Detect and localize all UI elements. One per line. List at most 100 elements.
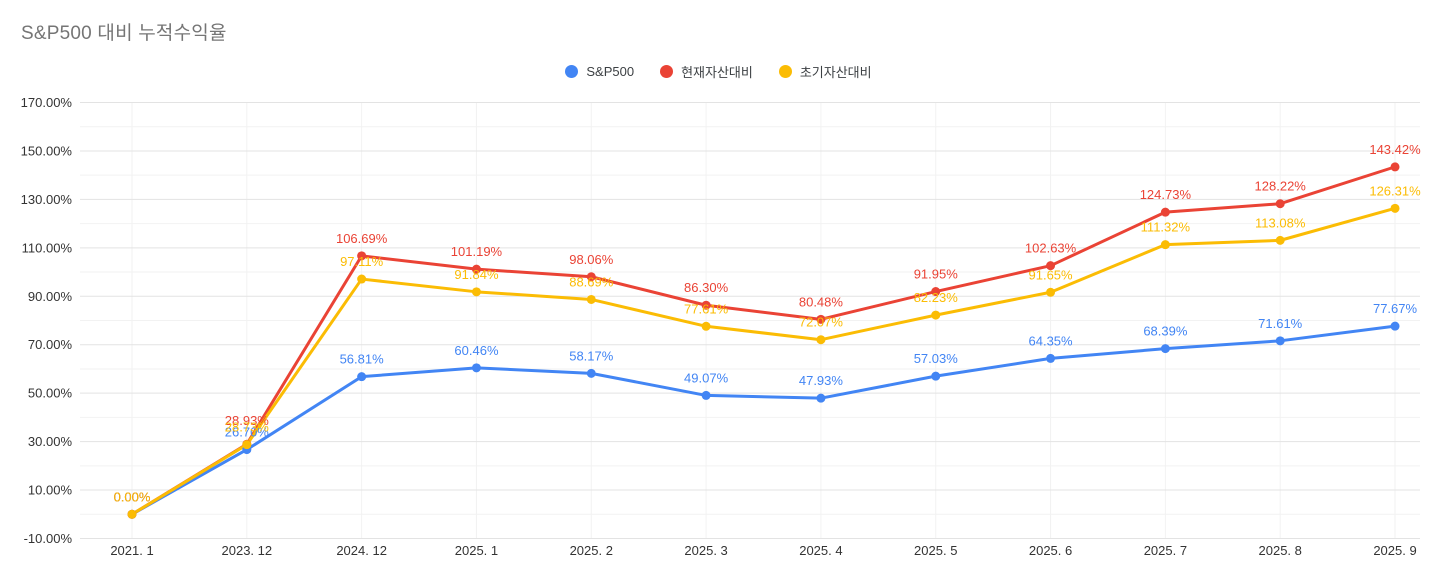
- data-point[interactable]: [701, 300, 711, 310]
- data-point[interactable]: [357, 251, 367, 261]
- data-point-label: 77.67%: [1373, 301, 1418, 316]
- data-point-label: 91.65%: [1029, 267, 1074, 282]
- legend-label-current-assets: 현재자산대비: [681, 65, 753, 80]
- x-axis-tick-label: 2025. 7: [1144, 543, 1187, 558]
- data-point[interactable]: [931, 371, 941, 381]
- data-point[interactable]: [816, 393, 826, 403]
- data-point-label: 98.06%: [569, 252, 614, 267]
- data-point-label: 82.23%: [914, 290, 959, 305]
- data-point[interactable]: [1046, 261, 1056, 271]
- legend-label-initial-assets: 초기자산대비: [799, 65, 872, 80]
- legend-item-current-assets[interactable]: 현재자산대비: [660, 62, 753, 81]
- data-point-label: 56.81%: [340, 352, 385, 367]
- data-point-label: 77.61%: [684, 301, 729, 316]
- legend-label-sp500: S&P500: [586, 64, 635, 79]
- data-point[interactable]: [357, 274, 367, 284]
- data-point[interactable]: [1160, 344, 1170, 354]
- legend-dot-icon: [660, 65, 674, 78]
- data-point-label: 124.73%: [1140, 187, 1192, 202]
- x-axis-tick-label: 2023. 12: [222, 543, 273, 558]
- data-point[interactable]: [1275, 199, 1285, 209]
- y-axis-tick-label: 10.00%: [28, 483, 73, 498]
- y-axis-tick-label: 110.00%: [22, 240, 73, 255]
- data-point-label: 28.93%: [225, 413, 270, 428]
- data-point-label: 97.11%: [340, 254, 384, 269]
- legend-item-sp500[interactable]: S&P500: [565, 64, 634, 79]
- x-axis-tick-label: 2025. 2: [570, 543, 613, 558]
- data-point[interactable]: [1390, 321, 1400, 331]
- data-point-label: 0.00%: [114, 489, 151, 504]
- data-point[interactable]: [1275, 235, 1285, 245]
- data-point-label: 128.22%: [1255, 179, 1307, 194]
- y-axis-tick-label: 130.00%: [21, 192, 73, 207]
- data-point[interactable]: [1390, 162, 1400, 172]
- data-point[interactable]: [931, 310, 941, 320]
- data-point[interactable]: [931, 287, 941, 297]
- y-axis-tick-label: 30.00%: [28, 434, 73, 449]
- data-point-label: 126.31%: [1369, 183, 1421, 198]
- x-axis-tick-label: 2025. 1: [455, 543, 498, 558]
- data-point-label: 60.46%: [454, 343, 499, 358]
- data-point-label: 57.03%: [914, 351, 959, 366]
- y-axis-tick-label: 50.00%: [28, 386, 73, 401]
- x-axis-tick-label: 2025. 9: [1373, 543, 1416, 558]
- data-point-label: 88.69%: [569, 274, 614, 289]
- data-point[interactable]: [1046, 287, 1056, 297]
- data-point[interactable]: [357, 372, 367, 382]
- y-axis-tick-label: 90.00%: [28, 289, 73, 304]
- data-point[interactable]: [1160, 240, 1170, 250]
- data-point[interactable]: [586, 294, 596, 304]
- data-point[interactable]: [471, 287, 481, 297]
- data-point[interactable]: [127, 509, 137, 519]
- y-axis-tick-label: -10.00%: [24, 531, 73, 546]
- data-point-label: 49.07%: [684, 370, 729, 385]
- data-point[interactable]: [586, 368, 596, 378]
- data-point-label: 101.19%: [451, 244, 503, 259]
- data-point[interactable]: [816, 335, 826, 345]
- data-point-label: 58.17%: [569, 348, 614, 363]
- data-point-label: 0.00%: [114, 489, 151, 504]
- series-line: [130, 324, 1397, 516]
- data-point-label: 91.95%: [914, 267, 959, 282]
- data-point-label: 91.84%: [454, 267, 499, 282]
- series-line: [130, 206, 1397, 516]
- data-point[interactable]: [1046, 353, 1056, 363]
- x-axis-tick-label: 2025. 8: [1259, 543, 1302, 558]
- data-point-label: 26.70%: [225, 425, 270, 440]
- data-point-label: 68.39%: [1143, 324, 1188, 339]
- data-point-label: 47.93%: [799, 373, 844, 388]
- data-point[interactable]: [701, 321, 711, 331]
- x-axis-tick-label: 2021. 1: [110, 543, 153, 558]
- chart-title: S&P500 대비 누적수익율: [21, 23, 227, 44]
- data-point[interactable]: [1275, 336, 1285, 346]
- y-axis-tick-label: 70.00%: [28, 337, 73, 352]
- data-point-label: 86.30%: [684, 280, 729, 295]
- y-axis-tick-label: 170.00%: [21, 95, 73, 110]
- data-point[interactable]: [701, 390, 711, 400]
- data-point[interactable]: [1390, 203, 1400, 213]
- x-axis-tick-label: 2025. 5: [914, 543, 957, 558]
- legend-item-initial-assets[interactable]: 초기자산대비: [778, 62, 872, 81]
- data-point[interactable]: [816, 314, 826, 324]
- data-point[interactable]: [471, 264, 481, 274]
- data-point-label: 143.42%: [1369, 142, 1421, 157]
- legend-dot-icon: [565, 65, 579, 78]
- data-point-label: 28.73%: [225, 420, 270, 435]
- data-point-label: 80.48%: [799, 294, 844, 309]
- x-axis-tick-label: 2024. 12: [336, 543, 387, 558]
- data-point-label: 72.07%: [799, 315, 844, 330]
- data-point-label: 106.69%: [336, 231, 388, 246]
- data-point-label: 64.35%: [1029, 333, 1074, 348]
- data-point[interactable]: [471, 363, 481, 373]
- legend-dot-icon: [778, 65, 792, 78]
- data-point[interactable]: [586, 272, 596, 282]
- data-point[interactable]: [242, 440, 252, 450]
- x-axis-tick-label: 2025. 4: [799, 543, 842, 558]
- series-line: [130, 165, 1397, 516]
- data-point[interactable]: [1160, 207, 1170, 217]
- x-axis-tick-label: 2025. 3: [684, 543, 727, 558]
- x-axis-tick-label: 2025. 6: [1029, 543, 1072, 558]
- data-point-label: 102.63%: [1025, 241, 1077, 256]
